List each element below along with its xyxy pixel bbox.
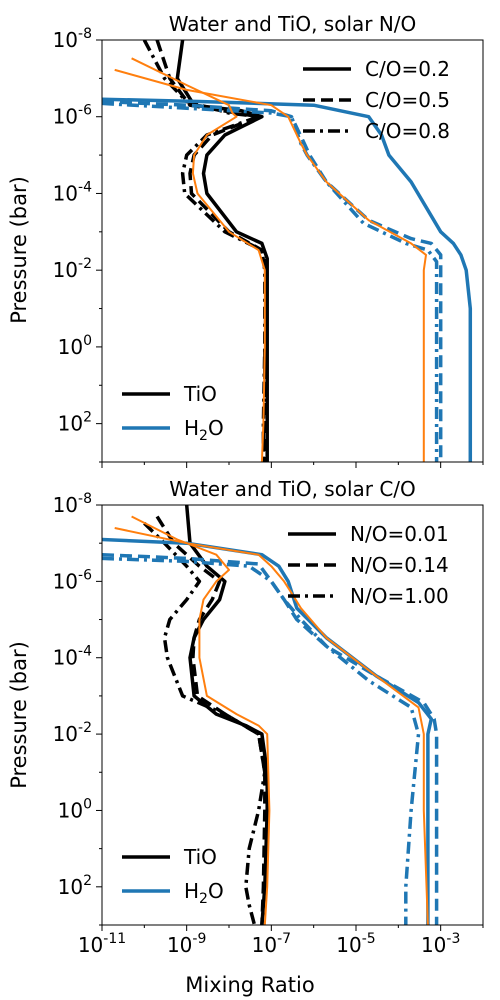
y-tick-label: 100 <box>58 333 92 359</box>
legend-species-label: TiO <box>183 845 217 869</box>
chart-title: Water and TiO, solar C/O <box>169 477 416 501</box>
x-tick-label: 10-7 <box>252 931 291 957</box>
y-axis-label-bottom: Pressure (bar) <box>7 641 31 789</box>
y-tick-label: 102 <box>58 410 92 436</box>
h2o-line-n-o-1-00 <box>102 556 421 925</box>
x-tick-label: 10-5 <box>336 931 375 957</box>
x-tick-label: 10-3 <box>421 931 460 957</box>
tio-line-n-o-0-14 <box>155 515 267 925</box>
tio-line-c-o-0-2 <box>175 40 269 462</box>
y-tick-label: 10-8 <box>53 491 92 517</box>
x-axis-label: Mixing Ratio <box>185 973 314 997</box>
h2o-line-n-o-0-14 <box>102 552 439 925</box>
orange-line-c-o-0-2 <box>131 57 266 462</box>
legend-style-label: N/O=0.01 <box>350 522 449 546</box>
h2o-line-c-o-0-2 <box>102 97 473 462</box>
plot-frame <box>101 39 484 463</box>
legend-style-label: N/O=0.14 <box>350 553 449 577</box>
y-tick-label: 10-6 <box>53 103 93 129</box>
tio-line-n-o-1-00 <box>143 521 267 925</box>
tio-line-n-o-0-01 <box>184 505 269 925</box>
tio-line-c-o-0-8 <box>142 40 267 462</box>
chart-title: Water and TiO, solar N/O <box>169 12 417 36</box>
y-tick-label: 10-4 <box>53 644 93 670</box>
y-tick-label: 10-4 <box>53 179 93 205</box>
orange-line-n-o-0-01 <box>114 527 429 925</box>
series-group <box>102 40 473 462</box>
h2o-line-c-o-0-8 <box>102 101 439 462</box>
y-tick-label: 100 <box>58 796 92 822</box>
legend-style-label: C/O=0.2 <box>365 57 450 81</box>
x-tick-label: 10-11 <box>78 931 126 957</box>
legend-species-label: H2O <box>184 416 224 444</box>
h2o-line-c-o-0-5 <box>102 99 443 462</box>
y-tick-label: 10-2 <box>53 256 92 282</box>
y-tick-label: 10-6 <box>53 567 93 593</box>
y-tick-label: 10-2 <box>53 720 92 746</box>
legend-species-label: H2O <box>184 879 224 907</box>
series-group <box>102 505 439 925</box>
orange-line-c-o-0-2 <box>114 68 427 462</box>
panel-1: Water and TiO, solar N/O 10-8 10-6 10-4 10-2… <box>53 12 484 468</box>
orange-line-n-o-0-01 <box>131 515 271 925</box>
y-axis-label-top: Pressure (bar) <box>7 176 31 324</box>
legend-style-label: C/O=0.5 <box>365 88 450 112</box>
legend-style-label: C/O=0.8 <box>365 119 450 143</box>
y-tick-label: 102 <box>58 873 92 899</box>
legend-species-label: TiO <box>183 382 217 406</box>
y-tick-label: 10-8 <box>53 26 92 52</box>
x-tick-label: 10-9 <box>167 931 206 957</box>
legend-style-label: N/O=1.00 <box>350 584 449 608</box>
panel-2: Water and TiO, solar C/O 10-8 10-6 10-4 10-2… <box>53 477 484 957</box>
plot-frame <box>101 504 484 926</box>
